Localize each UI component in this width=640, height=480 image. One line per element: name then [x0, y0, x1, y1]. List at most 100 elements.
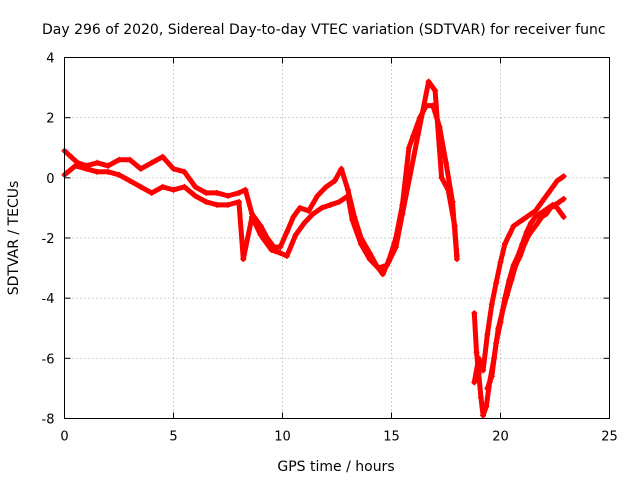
data-point: [242, 186, 249, 193]
data-point: [310, 210, 317, 217]
x-tick-label: 5: [169, 430, 177, 445]
y-tick-label: -2: [42, 232, 55, 247]
data-point: [268, 247, 275, 254]
data-point: [528, 210, 535, 217]
data-point: [327, 201, 334, 208]
data-point: [443, 159, 449, 166]
x-tick-label: 0: [60, 430, 68, 445]
data-point: [126, 156, 133, 163]
data-point: [116, 156, 122, 163]
data-point: [471, 310, 478, 317]
plot-area: [61, 78, 567, 419]
data-series: [471, 173, 567, 386]
data-point: [501, 241, 508, 248]
data-point: [410, 132, 417, 139]
data-point: [277, 250, 284, 257]
data-point: [560, 213, 567, 220]
data-point: [451, 222, 458, 229]
y-tick-label: 4: [46, 52, 54, 67]
chart-title: Day 296 of 2020, Sidereal Day-to-day VTE…: [42, 22, 606, 38]
data-point: [148, 159, 155, 166]
data-point: [514, 219, 521, 226]
data-point: [344, 186, 351, 193]
data-point: [541, 195, 548, 202]
data-point: [349, 216, 356, 223]
data-point: [68, 153, 75, 160]
data-point: [541, 207, 548, 214]
data-point: [488, 373, 495, 380]
data-series: [471, 195, 567, 419]
data-point: [519, 241, 526, 248]
data-point: [192, 183, 199, 190]
data-point: [235, 189, 242, 196]
data-point: [425, 78, 432, 85]
data-point: [483, 403, 490, 410]
data-point: [453, 253, 460, 260]
data-point: [192, 192, 199, 199]
data-point: [528, 219, 535, 226]
data-point: [105, 162, 112, 169]
data-point: [477, 394, 484, 401]
data-point: [203, 189, 210, 196]
data-point: [331, 177, 338, 184]
data-point: [534, 219, 541, 226]
data-point: [105, 168, 112, 175]
data-point: [556, 198, 563, 205]
data-point: [338, 165, 345, 172]
data-point: [536, 201, 543, 208]
data-point: [137, 183, 144, 190]
data-point: [148, 189, 155, 196]
data-point: [225, 192, 231, 199]
data-point: [235, 198, 242, 205]
data-point: [277, 244, 284, 251]
data-point: [558, 210, 565, 217]
data-point: [72, 162, 79, 169]
data-point: [545, 204, 552, 211]
data-point: [523, 213, 530, 220]
data-series: [61, 78, 460, 272]
data-point: [493, 280, 500, 287]
data-point: [493, 340, 500, 347]
y-tick-label: 2: [46, 112, 54, 127]
series-trace: [471, 173, 567, 385]
data-point: [283, 253, 290, 260]
data-point: [248, 213, 255, 220]
data-point: [523, 228, 530, 235]
y-tick-label: 0: [46, 172, 54, 187]
data-point: [344, 192, 351, 199]
data-point: [510, 222, 517, 229]
data-point: [203, 198, 210, 205]
data-point: [170, 165, 177, 172]
data-point: [116, 171, 122, 178]
data-point: [471, 379, 478, 386]
data-point: [532, 207, 539, 214]
data-point: [159, 153, 166, 160]
data-point: [292, 231, 299, 238]
data-point: [399, 210, 406, 217]
data-point: [497, 319, 504, 326]
data-point: [296, 204, 303, 211]
data-point: [530, 225, 537, 232]
data-point: [214, 189, 221, 196]
data-point: [257, 231, 264, 238]
x-tick-label: 15: [383, 430, 400, 445]
data-point: [484, 331, 491, 338]
series-trace: [62, 103, 460, 277]
data-point: [438, 174, 445, 181]
y-tick-label: -8: [42, 413, 55, 428]
data-point: [240, 256, 247, 263]
data-point: [181, 183, 188, 190]
data-point: [445, 186, 452, 193]
y-tick-label: -4: [42, 292, 55, 307]
data-point: [379, 271, 386, 278]
data-point: [473, 349, 480, 356]
data-point: [318, 204, 325, 211]
x-tick-label: 25: [601, 430, 618, 445]
data-point: [357, 241, 364, 248]
x-tick-label: 20: [492, 430, 509, 445]
x-tick-label: 10: [274, 430, 291, 445]
x-axis-label: GPS time / hours: [277, 459, 394, 475]
data-point: [549, 201, 556, 208]
data-point: [432, 87, 439, 94]
data-point: [480, 412, 487, 419]
